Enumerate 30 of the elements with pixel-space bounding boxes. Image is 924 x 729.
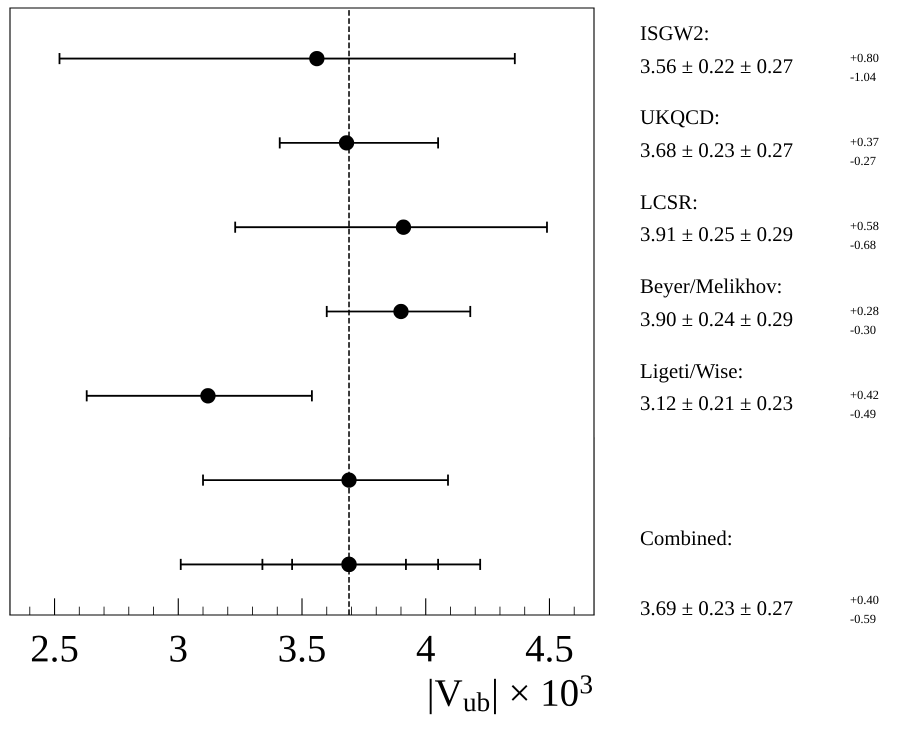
text: UKQCD: xyxy=(640,110,718,128)
text: -1.04 xyxy=(850,72,876,82)
text: Combined: xyxy=(640,530,731,546)
text: +0.37 xyxy=(850,138,879,146)
text: ISGW2: xyxy=(640,26,708,40)
text: 3.69 ± 0.23 ± 0.27 xyxy=(640,601,792,616)
text: 3.56 ± 0.22 ± 0.27 xyxy=(640,59,792,74)
text: LCSR: xyxy=(640,195,696,210)
text: Ligeti/Wise: xyxy=(640,364,742,382)
x-axis-title: |V$_{ub}$| × 10$^{3}$ xyxy=(430,675,592,714)
text: Beyer/Melikhov: xyxy=(640,278,781,298)
text: +0.28 xyxy=(850,306,878,316)
x-tick-label: 4 xyxy=(416,636,435,662)
text: 3.91 ± 0.25 ± 0.29 xyxy=(640,227,792,242)
text: +0.42 xyxy=(850,390,878,400)
text: 3.68 ± 0.23 ± 0.27 xyxy=(640,143,792,158)
text: -0.68 xyxy=(850,240,876,250)
text: 3.12 ± 0.21 ± 0.23 xyxy=(640,396,792,410)
x-tick-label: 4.5 xyxy=(526,636,572,662)
text: -0.59 xyxy=(850,614,876,624)
x-tick-label: 2.5 xyxy=(32,636,78,662)
text: -0.27 xyxy=(850,156,876,166)
text: -0.49 xyxy=(850,410,876,418)
text: -0.30 xyxy=(850,326,876,334)
x-tick-label: 3 xyxy=(170,636,186,662)
text: +0.40 xyxy=(850,596,878,604)
text: +0.80 xyxy=(850,54,878,62)
x-tick-label: 3.5 xyxy=(280,636,325,662)
text: 3.90 ± 0.24 ± 0.29 xyxy=(640,312,792,326)
text: +0.58 xyxy=(850,222,878,230)
